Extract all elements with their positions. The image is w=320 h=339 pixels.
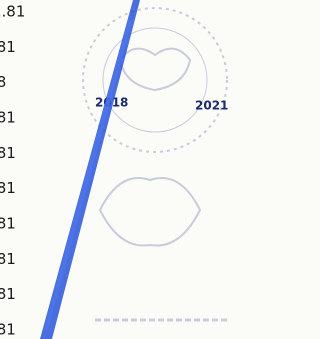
row-value: 1.81 — [0, 3, 25, 21]
row-value: .81 — [0, 109, 16, 127]
row-value: .81 — [0, 250, 16, 268]
row-value: .81 — [0, 215, 16, 233]
scan: 2018 2021 1.81.81.8.81.81.81.81.81.81.81 — [0, 0, 246, 339]
pen-stroke — [44, 20, 133, 330]
page: 2018 2021 1.81.81.8.81.81.81.81.81.81.81 — [0, 0, 246, 339]
row-value: .8 — [0, 73, 6, 91]
row-value: .81 — [0, 285, 16, 303]
row-value: .81 — [0, 321, 16, 339]
row-value: .81 — [0, 38, 16, 56]
seal — [83, 8, 230, 320]
number-column: 1.81 .81 .8 .81 .81 .81 .81 .81 .81 .81 — [0, 3, 25, 339]
row-value: .81 — [0, 144, 16, 162]
row-value: .81 — [0, 179, 16, 197]
seal-year: 2021 — [195, 99, 228, 113]
